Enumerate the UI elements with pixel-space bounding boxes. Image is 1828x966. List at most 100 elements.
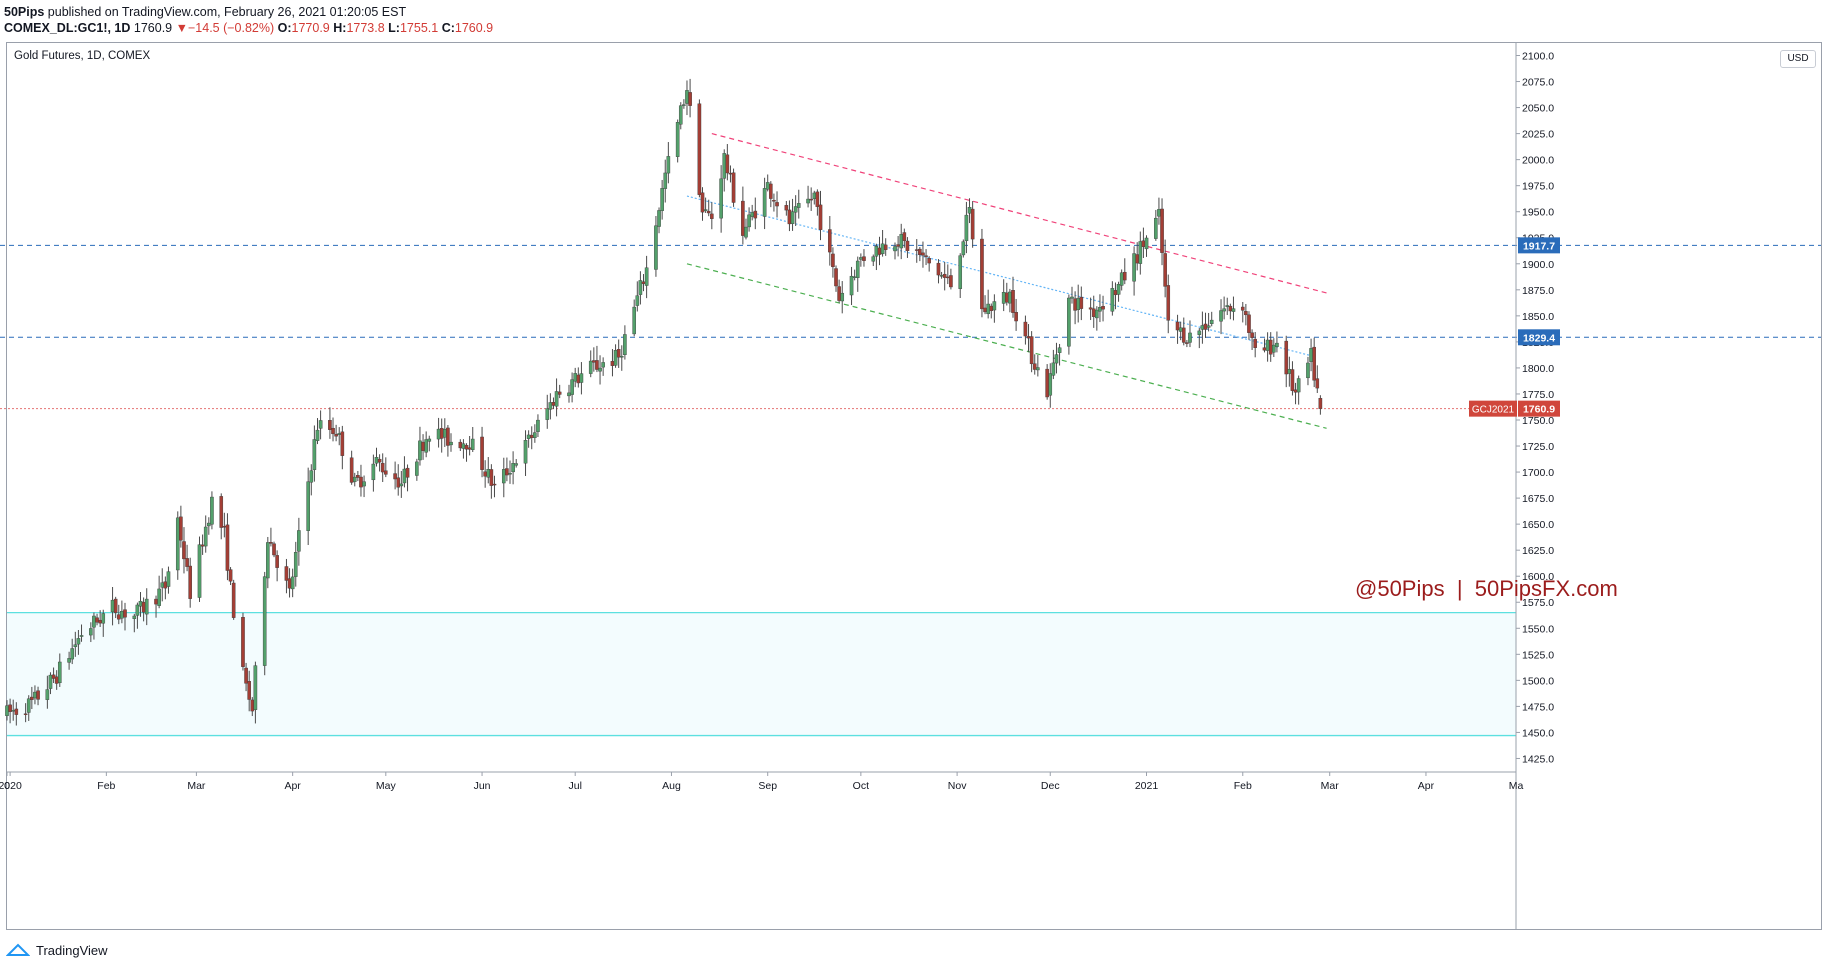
candle[interactable] (203, 515, 208, 553)
candle[interactable] (849, 266, 854, 306)
candle[interactable] (1228, 303, 1233, 320)
candle[interactable] (1219, 299, 1223, 335)
candle[interactable] (262, 571, 267, 676)
candle[interactable] (1318, 395, 1323, 415)
candle[interactable] (793, 195, 798, 227)
candle[interactable] (914, 239, 919, 263)
candle[interactable] (340, 425, 345, 470)
candle[interactable] (200, 534, 205, 555)
candle[interactable] (675, 119, 680, 163)
candle[interactable] (30, 686, 34, 710)
candle[interactable] (762, 177, 767, 230)
candle[interactable] (163, 576, 168, 600)
candle[interactable] (480, 426, 484, 478)
candle[interactable] (297, 517, 301, 566)
candle[interactable] (1008, 288, 1012, 313)
candle[interactable] (924, 249, 928, 266)
candle[interactable] (359, 464, 363, 497)
publisher-name[interactable]: 50Pips (4, 5, 45, 19)
candle[interactable] (1188, 320, 1192, 348)
candle[interactable] (1048, 363, 1053, 408)
candle[interactable] (231, 579, 236, 620)
candle[interactable] (89, 622, 93, 643)
candle[interactable] (731, 168, 736, 207)
candle[interactable] (769, 181, 773, 208)
candle[interactable] (592, 347, 596, 372)
candle[interactable] (772, 193, 776, 212)
candle[interactable] (992, 294, 997, 323)
candle[interactable] (458, 439, 463, 451)
trendline-channel-mid[interactable] (686, 195, 1315, 358)
candle[interactable] (936, 259, 941, 284)
candle[interactable] (706, 199, 711, 217)
candle[interactable] (809, 187, 813, 211)
candle[interactable] (644, 255, 649, 299)
candle[interactable] (790, 198, 795, 231)
candle[interactable] (36, 686, 40, 706)
candle[interactable] (48, 672, 53, 695)
candle[interactable] (1306, 356, 1310, 386)
candle[interactable] (467, 435, 472, 456)
candle[interactable] (784, 200, 789, 216)
candle[interactable] (725, 144, 730, 181)
candle[interactable] (399, 470, 404, 498)
candle[interactable] (601, 357, 605, 376)
candle[interactable] (1209, 311, 1214, 327)
candle[interactable] (1293, 382, 1298, 405)
currency-badge[interactable]: USD (1780, 50, 1816, 68)
candle[interactable] (927, 256, 931, 272)
candle[interactable] (505, 457, 509, 482)
candle[interactable] (862, 249, 866, 267)
candle[interactable] (225, 513, 230, 581)
candle[interactable] (852, 269, 857, 281)
candle[interactable] (70, 638, 75, 665)
candle[interactable] (697, 99, 702, 198)
candle[interactable] (393, 461, 397, 490)
candle[interactable] (685, 80, 689, 116)
candle[interactable] (905, 237, 910, 258)
candle[interactable] (228, 567, 233, 586)
candle[interactable] (101, 609, 106, 637)
candle[interactable] (638, 271, 643, 305)
candle[interactable] (160, 568, 165, 602)
candle[interactable] (405, 464, 410, 492)
candle[interactable] (1166, 274, 1171, 334)
candle[interactable] (470, 426, 475, 453)
candle[interactable] (775, 191, 779, 218)
candle[interactable] (796, 189, 801, 219)
support-zone[interactable] (7, 612, 1516, 736)
candle[interactable] (753, 197, 758, 230)
candle[interactable] (1175, 314, 1180, 344)
candle[interactable] (663, 159, 668, 203)
candle[interactable] (557, 384, 562, 399)
candle[interactable] (185, 544, 189, 572)
candle[interactable] (545, 394, 550, 429)
candle[interactable] (983, 295, 987, 315)
candle[interactable] (579, 362, 584, 395)
candle[interactable] (1154, 209, 1158, 241)
candle[interactable] (874, 243, 879, 271)
footer-brand[interactable]: TradingView (36, 942, 108, 958)
candle[interactable] (418, 426, 422, 466)
candle[interactable] (1095, 306, 1099, 331)
candle[interactable] (918, 246, 922, 262)
candle[interactable] (1045, 364, 1049, 400)
candle[interactable] (492, 475, 497, 498)
candle[interactable] (961, 239, 966, 258)
candle[interactable] (747, 207, 751, 232)
candle[interactable] (722, 149, 727, 192)
candle[interactable] (73, 631, 78, 657)
candle[interactable] (1088, 297, 1093, 321)
candle[interactable] (508, 460, 512, 484)
candle[interactable] (384, 457, 388, 478)
chart-frame[interactable] (6, 42, 1822, 930)
candle[interactable] (123, 602, 127, 631)
candle[interactable] (1247, 311, 1251, 340)
candle[interactable] (352, 472, 357, 487)
candle[interactable] (318, 410, 323, 440)
candle[interactable] (371, 454, 376, 492)
candle[interactable] (815, 189, 820, 216)
candle[interactable] (883, 238, 888, 256)
candle[interactable] (402, 456, 407, 488)
candle[interactable] (1240, 301, 1245, 323)
